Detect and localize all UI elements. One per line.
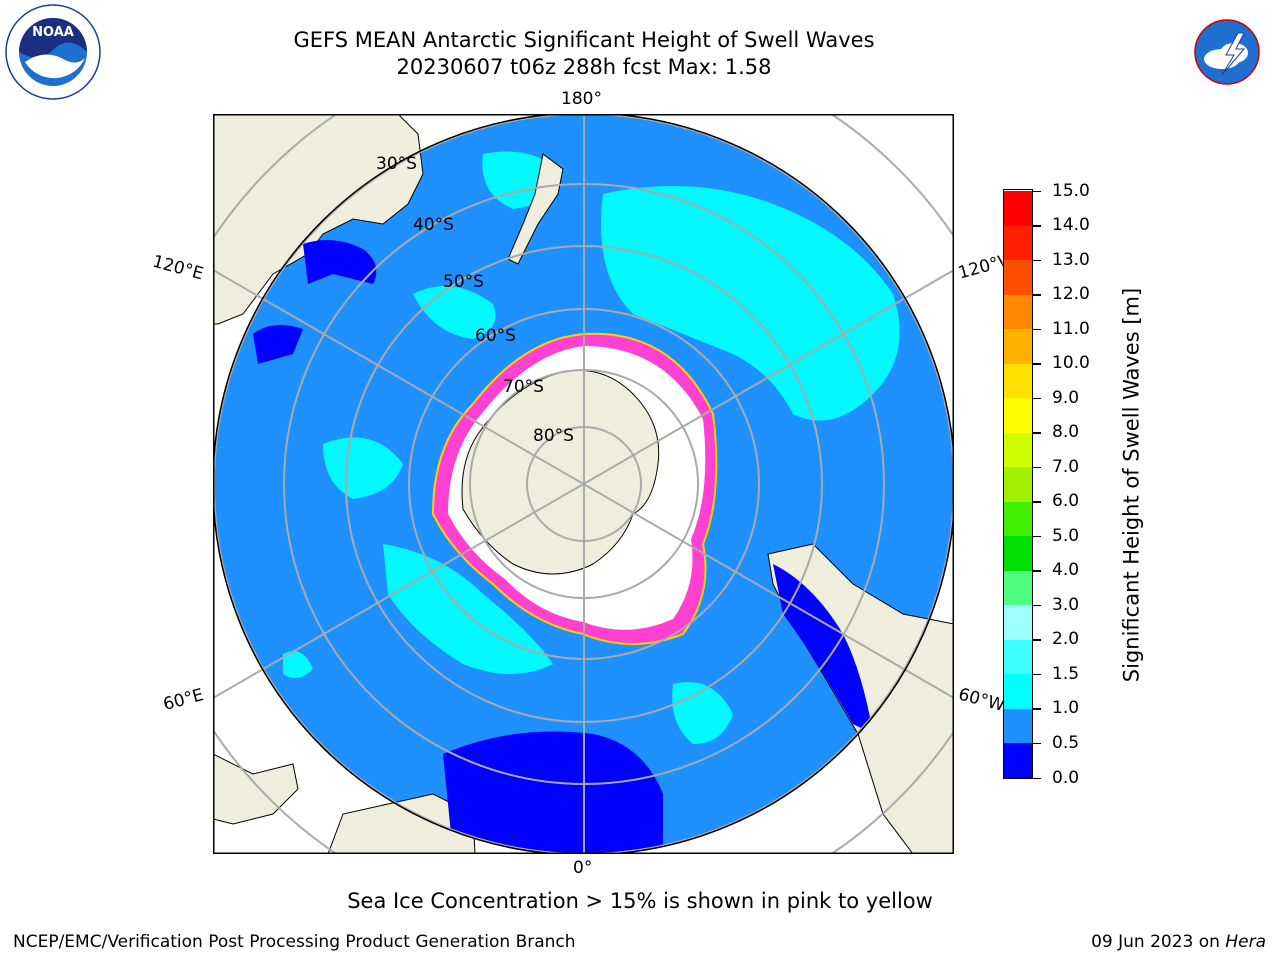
colorbar-segment	[1004, 673, 1032, 709]
lat-label-30s: 30°S	[376, 154, 417, 174]
colorbar-tick	[1033, 501, 1041, 503]
lat-label-70s: 70°S	[503, 377, 544, 397]
colorbar-segment	[1004, 639, 1032, 675]
noaa-logo-text: NOAA	[32, 25, 74, 40]
meridian-120w: 120°W	[956, 252, 1005, 284]
colorbar-tick	[1033, 190, 1041, 192]
colorbar	[1003, 189, 1033, 779]
colorbar-label: Significant Height of Swell Waves [m]	[1119, 287, 1144, 683]
meridian-0: 0°	[573, 858, 593, 878]
colorbar-tick-label: 8.0	[1052, 422, 1080, 443]
colorbar-tick-label: 5.0	[1052, 525, 1080, 546]
colorbar-tick-label: 0.0	[1052, 767, 1080, 788]
colorbar-segment	[1004, 742, 1032, 778]
lat-label-40s: 40°S	[413, 215, 454, 235]
colorbar-tick	[1033, 708, 1041, 710]
colorbar-tick	[1033, 363, 1041, 365]
colorbar-segment	[1004, 501, 1032, 537]
footer-host: Hera	[1225, 932, 1266, 952]
colorbar-tick	[1033, 673, 1041, 676]
colorbar-tick-label: 13.0	[1052, 249, 1090, 270]
colorbar-segment	[1004, 708, 1032, 744]
colorbar-tick	[1033, 570, 1041, 572]
footer-date: 09 Jun 2023 on Hera	[1091, 932, 1266, 952]
footer-date-text: 09 Jun 2023 on	[1091, 932, 1226, 952]
lat-label-60s: 60°S	[475, 326, 516, 346]
lat-label-80s: 80°S	[533, 426, 574, 446]
colorbar-segment	[1004, 466, 1032, 502]
meridian-120e: 120°E	[150, 251, 206, 285]
colorbar-tick	[1033, 466, 1041, 469]
colorbar-tick	[1033, 639, 1041, 641]
chart-subtitle: 20230607 t06z 288h fcst Max: 1.58	[396, 55, 772, 79]
colorbar-segment	[1004, 397, 1032, 433]
colorbar-segment	[1004, 432, 1032, 468]
colorbar-tick	[1033, 777, 1041, 779]
colorbar-tick-label: 4.0	[1052, 560, 1080, 581]
colorbar-segment	[1004, 225, 1032, 261]
colorbar-tick-label: 12.0	[1052, 284, 1090, 305]
colorbar-tick	[1033, 397, 1041, 400]
colorbar-segment	[1004, 328, 1032, 364]
antarctic-map: 30°S 40°S 50°S 60°S 70°S 80°S	[213, 114, 954, 854]
colorbar-tick-label: 10.0	[1052, 353, 1090, 374]
sea-ice-note: Sea Ice Concentration > 15% is shown in …	[347, 889, 933, 913]
colorbar-segment	[1004, 363, 1032, 399]
footer-branch: NCEP/EMC/Verification Post Processing Pr…	[13, 932, 576, 952]
noaa-logo: NOAA	[5, 4, 101, 100]
colorbar-tick-label: 1.5	[1052, 663, 1080, 684]
meridian-60w: 60°W	[956, 684, 1005, 716]
colorbar-segment	[1004, 570, 1032, 606]
meridian-180: 180°	[561, 89, 602, 109]
colorbar-tick	[1033, 225, 1041, 227]
colorbar-tick	[1033, 742, 1041, 745]
colorbar-tick-label: 6.0	[1052, 491, 1080, 512]
colorbar-segment	[1004, 259, 1032, 295]
colorbar-tick-label: 1.0	[1052, 698, 1080, 719]
colorbar-tick-label: 9.0	[1052, 387, 1080, 408]
lat-label-50s: 50°S	[443, 272, 484, 292]
colorbar-segment	[1004, 294, 1032, 330]
colorbar-tick	[1033, 535, 1041, 538]
nws-logo	[1178, 3, 1276, 101]
colorbar-tick	[1033, 604, 1041, 607]
colorbar-tick	[1033, 328, 1041, 331]
colorbar-tick-label: 0.5	[1052, 732, 1080, 753]
colorbar-tick-label: 7.0	[1052, 456, 1080, 477]
colorbar-tick-label: 14.0	[1052, 215, 1090, 236]
colorbar-tick	[1033, 259, 1041, 262]
colorbar-segment	[1004, 190, 1032, 226]
colorbar-tick	[1033, 432, 1041, 434]
colorbar-segment	[1004, 535, 1032, 571]
colorbar-tick-label: 2.0	[1052, 629, 1080, 650]
meridian-60e: 60°E	[161, 685, 206, 715]
colorbar-tick-label: 11.0	[1052, 318, 1090, 339]
chart-title: GEFS MEAN Antarctic Significant Height o…	[293, 28, 875, 52]
colorbar-tick-label: 15.0	[1052, 180, 1090, 201]
colorbar-segment	[1004, 604, 1032, 640]
colorbar-tick	[1033, 294, 1041, 296]
colorbar-tick-label: 3.0	[1052, 594, 1080, 615]
